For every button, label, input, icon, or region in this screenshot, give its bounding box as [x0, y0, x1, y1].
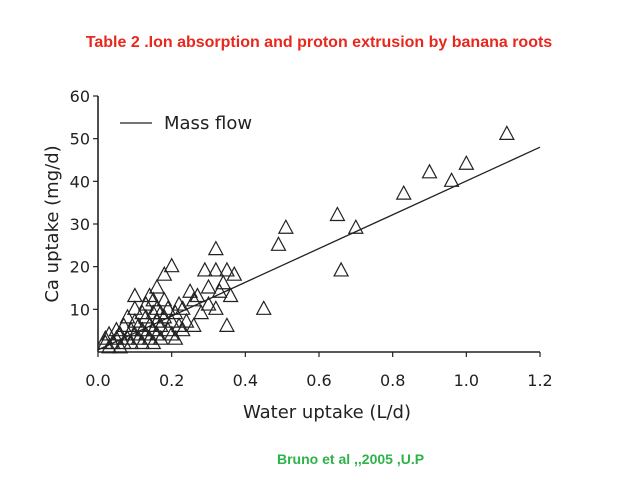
- data-point-triangle: [458, 155, 475, 170]
- data-point-triangle: [152, 304, 169, 320]
- data-point-triangle: [130, 329, 147, 345]
- legend-label: Mass flow: [164, 113, 252, 134]
- data-point-triangle: [207, 300, 224, 315]
- data-point-triangle: [200, 278, 217, 294]
- data-point-triangle: [141, 287, 158, 303]
- data-point-triangle: [134, 321, 151, 337]
- data-point-triangle: [443, 172, 460, 187]
- data-point-triangle: [101, 325, 118, 341]
- data-point-triangle: [137, 325, 154, 341]
- y-tick-label: 20: [70, 258, 90, 277]
- data-point-triangle: [174, 300, 191, 315]
- data-point-triangle: [145, 291, 162, 307]
- citation: Bruno et al ,,2005 ,U.P: [277, 451, 425, 467]
- data-point-triangle: [108, 321, 125, 337]
- data-point-triangle: [137, 308, 154, 324]
- slide-title: Table 2 .Ion absorption and proton extru…: [85, 34, 553, 51]
- x-tick-label: 1.2: [527, 371, 552, 390]
- x-axis-label: Water uptake (L/d): [243, 402, 411, 423]
- data-point-triangle: [134, 334, 151, 350]
- data-point-triangle: [126, 300, 143, 315]
- data-point-triangle: [171, 317, 188, 332]
- y-tick-label: 50: [70, 130, 90, 149]
- data-point-triangle: [148, 278, 165, 294]
- data-point-triangle: [115, 317, 132, 332]
- data-point-triangle: [163, 257, 180, 273]
- data-point-triangle: [226, 265, 243, 281]
- data-point-triangle: [167, 329, 184, 345]
- y-axis-label: Ca uptake (mg/d): [42, 145, 63, 302]
- x-tick-label: 0.2: [159, 371, 184, 390]
- y-axis-ticks: 10 20 30 40 50 60: [70, 87, 98, 319]
- data-point-triangle: [395, 184, 412, 200]
- data-point-triangle: [277, 219, 294, 234]
- data-point-triangle: [182, 283, 199, 298]
- data-point-triangle: [126, 312, 143, 328]
- data-point-triangle: [347, 219, 364, 234]
- x-tick-label: 0.6: [306, 371, 331, 390]
- y-tick-label: 10: [70, 300, 90, 319]
- data-point-triangle: [270, 236, 287, 251]
- data-point-triangle: [498, 125, 515, 140]
- data-point-triangle: [189, 287, 206, 303]
- legend: Mass flow: [120, 113, 252, 134]
- data-point-triangle: [218, 261, 235, 277]
- data-point-triangle: [145, 334, 162, 350]
- data-point-triangle: [178, 312, 195, 328]
- data-point-triangle: [148, 300, 165, 315]
- data-point-triangle: [196, 261, 213, 277]
- x-tick-label: 0.0: [85, 371, 110, 390]
- data-point-triangle: [126, 325, 143, 341]
- data-point-triangle: [137, 295, 154, 311]
- mass-flow-line: [97, 146, 541, 351]
- data-point-triangle: [215, 274, 232, 290]
- x-tick-label: 0.8: [380, 371, 405, 390]
- x-axis-ticks: 0.0 0.2 0.4 0.6 0.8 1.0 1.2: [85, 352, 553, 390]
- data-point-triangle: [134, 304, 151, 320]
- data-point-triangle: [163, 312, 180, 328]
- y-tick-label: 60: [70, 87, 90, 106]
- y-tick-label: 30: [70, 215, 90, 234]
- data-point-triangle: [163, 325, 180, 341]
- data-point-triangle: [119, 308, 136, 324]
- data-point-triangle: [159, 321, 176, 337]
- data-point-triangle: [145, 321, 162, 337]
- data-point-triangle: [211, 283, 228, 298]
- data-point-triangle: [97, 329, 114, 345]
- data-point-triangle: [255, 300, 272, 315]
- data-points: [97, 125, 515, 354]
- x-tick-label: 0.4: [233, 371, 258, 390]
- data-point-triangle: [126, 287, 143, 303]
- data-point-triangle: [159, 300, 176, 315]
- data-point-triangle: [222, 287, 239, 303]
- x-tick-label: 1.0: [454, 371, 479, 390]
- data-point-triangle: [207, 240, 224, 256]
- data-point-triangle: [112, 338, 129, 354]
- data-point-triangle: [156, 265, 173, 281]
- data-point-triangle: [200, 295, 217, 311]
- data-point-triangle: [207, 261, 224, 277]
- data-point-triangle: [421, 163, 438, 179]
- data-point-triangle: [218, 317, 235, 332]
- data-point-triangle: [185, 317, 202, 332]
- data-point-triangle: [152, 329, 169, 345]
- y-tick-label: 40: [70, 172, 90, 191]
- data-point-triangle: [148, 325, 165, 341]
- data-point-triangle: [123, 321, 140, 337]
- data-point-triangle: [108, 329, 125, 345]
- data-point-triangle: [174, 321, 191, 337]
- data-point-triangle: [141, 329, 158, 345]
- fit-line-group: [97, 146, 541, 351]
- data-point-triangle: [171, 295, 188, 311]
- data-point-triangle: [329, 206, 346, 222]
- data-point-triangle: [333, 261, 350, 277]
- data-point-triangle: [156, 291, 173, 307]
- data-point-triangle: [152, 317, 169, 332]
- data-point-triangle: [123, 334, 140, 350]
- data-point-triangle: [193, 304, 210, 320]
- data-point-triangle: [156, 308, 173, 324]
